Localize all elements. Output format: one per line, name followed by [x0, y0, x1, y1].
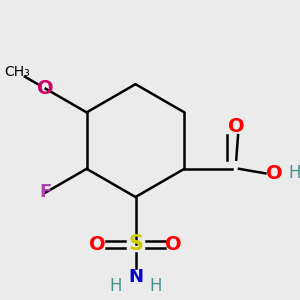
Text: H: H: [109, 277, 122, 295]
Text: F: F: [40, 184, 52, 202]
Text: S: S: [128, 234, 143, 254]
Text: O: O: [37, 79, 54, 98]
Text: O: O: [266, 164, 283, 183]
Text: N: N: [128, 268, 143, 286]
Text: O: O: [165, 235, 182, 254]
Text: H: H: [149, 277, 162, 295]
Text: H: H: [288, 164, 300, 182]
Text: O: O: [89, 235, 106, 254]
Text: CH₃: CH₃: [4, 65, 30, 79]
Text: O: O: [228, 116, 244, 136]
